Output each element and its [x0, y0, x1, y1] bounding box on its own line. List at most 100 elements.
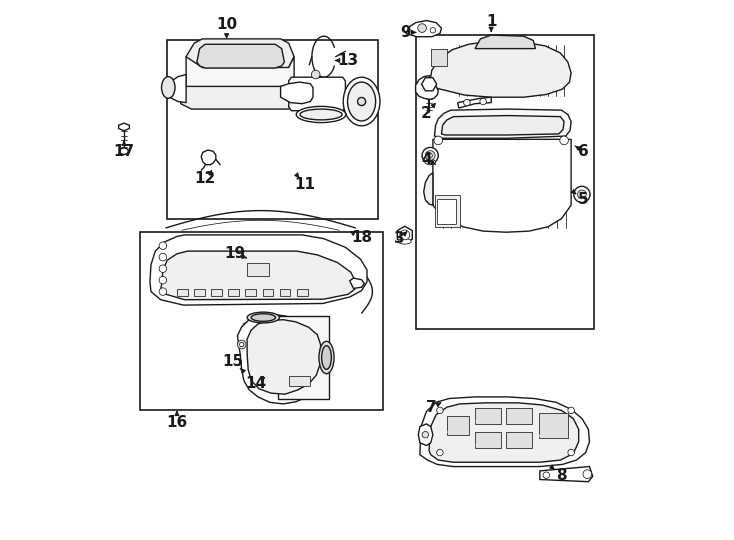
- Ellipse shape: [161, 77, 175, 98]
- Text: 12: 12: [195, 171, 216, 186]
- Circle shape: [578, 190, 586, 199]
- Circle shape: [480, 98, 487, 105]
- Circle shape: [437, 449, 443, 456]
- Text: 1: 1: [486, 14, 496, 29]
- Circle shape: [434, 136, 443, 145]
- Circle shape: [507, 443, 511, 448]
- Ellipse shape: [399, 239, 411, 244]
- Circle shape: [159, 288, 167, 295]
- Ellipse shape: [357, 97, 366, 106]
- Ellipse shape: [297, 106, 346, 123]
- Polygon shape: [418, 424, 433, 446]
- Bar: [288, 376, 310, 386]
- Bar: [506, 432, 532, 448]
- Text: 4: 4: [421, 152, 432, 167]
- Bar: [263, 289, 273, 296]
- Polygon shape: [539, 467, 593, 482]
- Polygon shape: [150, 235, 367, 305]
- Bar: [475, 408, 501, 424]
- Circle shape: [448, 430, 452, 434]
- Circle shape: [159, 265, 167, 272]
- Text: 2: 2: [421, 106, 432, 121]
- Bar: [435, 195, 460, 227]
- Text: 17: 17: [114, 144, 134, 159]
- Circle shape: [239, 342, 244, 347]
- Ellipse shape: [251, 314, 275, 321]
- Circle shape: [583, 470, 592, 478]
- Circle shape: [237, 340, 246, 349]
- Text: 13: 13: [338, 53, 359, 68]
- Bar: [415, 35, 594, 329]
- Ellipse shape: [319, 341, 334, 374]
- Polygon shape: [420, 397, 589, 467]
- Circle shape: [543, 472, 550, 478]
- Circle shape: [425, 151, 435, 160]
- Text: 8: 8: [556, 468, 567, 483]
- Polygon shape: [458, 97, 491, 108]
- Circle shape: [568, 449, 575, 456]
- Polygon shape: [237, 314, 328, 404]
- Text: 10: 10: [216, 17, 237, 32]
- Circle shape: [159, 276, 167, 284]
- Ellipse shape: [348, 82, 376, 121]
- Bar: [228, 289, 239, 296]
- Bar: [140, 232, 383, 410]
- Circle shape: [159, 242, 167, 249]
- Circle shape: [428, 153, 432, 158]
- Bar: [280, 289, 291, 296]
- Polygon shape: [406, 21, 442, 37]
- Text: 3: 3: [394, 231, 404, 246]
- Polygon shape: [435, 109, 571, 138]
- Circle shape: [568, 407, 575, 414]
- Polygon shape: [349, 278, 364, 288]
- Ellipse shape: [344, 77, 380, 126]
- Circle shape: [560, 136, 568, 145]
- Polygon shape: [415, 76, 438, 99]
- Text: 6: 6: [578, 144, 589, 159]
- Ellipse shape: [247, 312, 280, 323]
- Circle shape: [400, 230, 410, 240]
- Polygon shape: [247, 320, 321, 394]
- Polygon shape: [475, 35, 536, 49]
- Ellipse shape: [425, 159, 435, 165]
- Circle shape: [430, 28, 435, 33]
- Circle shape: [507, 419, 511, 423]
- Circle shape: [418, 24, 426, 32]
- Bar: [431, 49, 447, 66]
- Polygon shape: [168, 75, 186, 103]
- Circle shape: [464, 99, 470, 106]
- Polygon shape: [278, 316, 330, 399]
- Bar: [506, 408, 532, 424]
- Polygon shape: [429, 403, 578, 462]
- Polygon shape: [181, 86, 299, 109]
- Bar: [245, 289, 256, 296]
- Circle shape: [159, 253, 167, 261]
- Polygon shape: [119, 123, 129, 131]
- Polygon shape: [424, 173, 433, 205]
- Circle shape: [437, 407, 443, 414]
- Bar: [475, 432, 501, 448]
- Circle shape: [574, 186, 590, 202]
- Circle shape: [422, 431, 429, 438]
- Bar: [539, 413, 568, 438]
- Bar: [297, 289, 308, 296]
- Circle shape: [476, 419, 480, 423]
- Text: 11: 11: [294, 177, 316, 192]
- Circle shape: [476, 443, 480, 448]
- Circle shape: [539, 434, 544, 438]
- Polygon shape: [429, 41, 571, 97]
- Circle shape: [311, 70, 320, 79]
- Ellipse shape: [120, 148, 128, 154]
- Text: 5: 5: [578, 192, 589, 207]
- Text: 14: 14: [246, 376, 267, 391]
- Bar: [167, 40, 378, 219]
- Circle shape: [422, 147, 438, 164]
- Bar: [247, 263, 269, 276]
- Ellipse shape: [321, 346, 331, 369]
- Polygon shape: [442, 116, 564, 135]
- Polygon shape: [433, 139, 571, 232]
- Polygon shape: [280, 82, 313, 104]
- Bar: [211, 289, 222, 296]
- Bar: [177, 289, 188, 296]
- Text: 15: 15: [222, 354, 244, 369]
